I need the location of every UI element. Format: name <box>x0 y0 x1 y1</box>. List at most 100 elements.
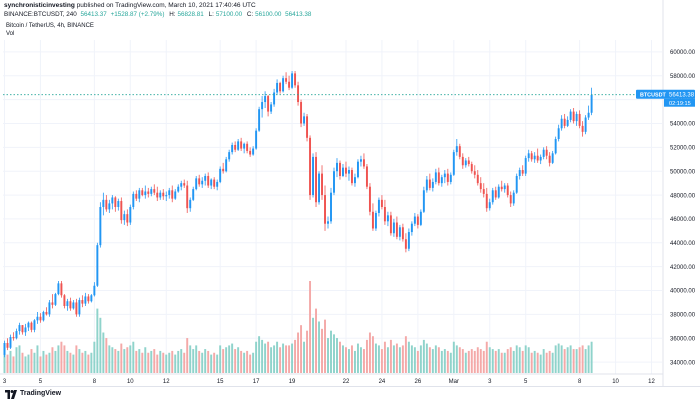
brand-name[interactable]: TradingView <box>20 390 62 397</box>
candle-body <box>228 152 231 160</box>
candle-body <box>36 316 39 321</box>
volume-bar <box>374 343 377 373</box>
candle-body <box>174 191 177 199</box>
volume-bar <box>318 321 320 373</box>
volume-bar <box>87 354 90 373</box>
candle-body <box>279 82 282 92</box>
author-name[interactable]: synchronisticinvesting <box>4 2 75 9</box>
candle-body <box>458 146 461 157</box>
candle-body <box>503 185 506 190</box>
tradingview-logo-icon[interactable] <box>5 390 17 399</box>
volume-bar <box>84 350 87 373</box>
time-tick-label: 8 <box>578 379 582 385</box>
candle-body <box>120 201 123 221</box>
volume-bar <box>333 334 335 373</box>
volume-bar <box>96 308 99 373</box>
candle-body <box>126 214 129 223</box>
volume-bar <box>291 343 294 373</box>
volume-bar <box>99 317 102 373</box>
volume-bars <box>3 281 593 373</box>
candle-body <box>57 283 60 295</box>
volume-bar <box>404 336 407 373</box>
symbol-label: BINANCE:BTCUSDT, 240 <box>4 11 77 18</box>
candle-body <box>195 178 198 190</box>
candle-body <box>186 185 189 209</box>
candle-body <box>479 183 482 190</box>
badge-countdown: 02:19:15 <box>669 101 691 107</box>
candle-body <box>491 190 494 203</box>
candle-body <box>54 294 57 305</box>
volume-bar <box>518 347 521 373</box>
volume-bar <box>506 349 509 373</box>
candle-body <box>300 102 303 124</box>
candle-body <box>243 143 246 149</box>
candle-body <box>476 174 479 184</box>
time-tick-label: 22 <box>343 379 350 385</box>
volume-bar <box>461 349 464 373</box>
candle-body <box>39 316 42 321</box>
price-tick-label: 58000.00 <box>670 74 696 80</box>
candle-body <box>102 199 105 207</box>
candle-body <box>291 73 294 88</box>
volume-bar <box>371 336 374 373</box>
candle-body <box>60 283 63 296</box>
volume-bar <box>342 345 344 373</box>
candle-body <box>108 203 111 210</box>
volume-bar <box>542 349 545 373</box>
volume-bar <box>413 347 416 373</box>
candle-body <box>569 111 572 120</box>
candle-body <box>428 179 431 188</box>
grid-lines <box>3 40 662 374</box>
candle-body <box>395 222 398 237</box>
ohlc-low: 57100.00 <box>215 11 243 18</box>
volume-bar <box>243 352 246 373</box>
volume-bar <box>449 352 452 373</box>
volume-bar <box>569 345 572 373</box>
volume-bar <box>497 349 500 373</box>
volume-bar <box>494 350 497 373</box>
volume-bar <box>150 350 153 373</box>
time-axis[interactable]: 3 5 8 10 12 15 17 19 22 24 26 Mar 3 5 8 10 12 <box>0 373 663 385</box>
volume-bar <box>315 308 317 373</box>
candle-body <box>252 148 255 155</box>
candle-body <box>404 239 407 249</box>
volume-bar <box>392 345 395 373</box>
candle-body <box>165 195 168 197</box>
candle-body <box>572 111 575 122</box>
candle-body <box>339 162 341 176</box>
candle-body <box>536 155 539 161</box>
candle-body <box>246 143 249 151</box>
volume-bar <box>443 349 446 373</box>
volume-bar <box>560 345 563 373</box>
candle-body <box>210 179 213 186</box>
volume-bar <box>377 345 380 373</box>
candle-body <box>356 161 359 178</box>
volume-bar <box>165 354 168 373</box>
candle-body <box>521 170 524 174</box>
candle-body <box>285 78 288 82</box>
volume-bar <box>195 345 198 373</box>
candle-body <box>249 150 252 155</box>
volume-bar <box>548 350 551 373</box>
time-tick-label: 12 <box>163 379 170 385</box>
candle-body <box>96 245 99 286</box>
candle-body <box>590 94 593 113</box>
candle-body <box>162 192 165 197</box>
volume-bar <box>51 347 54 373</box>
volume-bar <box>204 349 207 373</box>
volume-bar <box>407 341 410 373</box>
volume-bar <box>356 343 359 373</box>
candle-body <box>494 190 497 198</box>
candle-body <box>207 175 210 186</box>
candle-body <box>72 302 75 309</box>
volume-bar <box>156 354 159 373</box>
candle-body <box>488 202 491 209</box>
candle-body <box>380 199 383 207</box>
price-chart[interactable]: 34000.00 36000.00 38000.00 40000.00 42000.00… <box>0 0 700 386</box>
volume-bar <box>114 349 117 373</box>
price-axis[interactable]: 34000.00 36000.00 38000.00 40000.00 42000.00… <box>662 0 696 386</box>
price-tick-label: 36000.00 <box>670 336 696 342</box>
volume-bar <box>539 354 542 373</box>
candle-body <box>90 295 93 302</box>
candle-body <box>132 193 135 207</box>
